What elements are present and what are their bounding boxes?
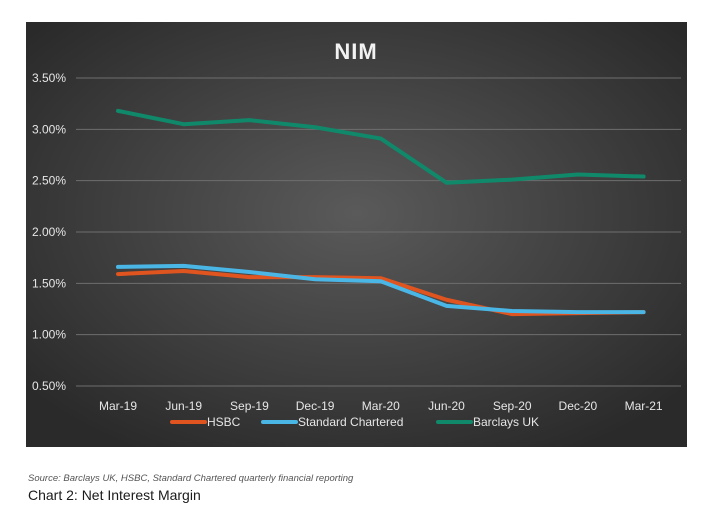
- source-note: Source: Barclays UK, HSBC, Standard Char…: [28, 473, 354, 484]
- y-axis-ticks: 0.50% 1.00% 1.50% 2.00% 2.50% 3.00% 3.50%: [32, 71, 66, 393]
- x-tick-label: Mar-20: [362, 399, 400, 413]
- y-tick-label: 0.50%: [32, 379, 66, 393]
- chart-title: NIM: [334, 39, 377, 64]
- nim-line-chart: NIM 0.50%1.00%1.50%2.00%2.50%3.00%3.50% …: [26, 22, 687, 447]
- chart-background: [26, 22, 687, 447]
- legend-label-barclays-uk: Barclays UK: [473, 415, 539, 429]
- x-axis-ticks: Mar-19 Jun-19 Sep-19 Dec-19 Mar-20 Jun-20 Sep-…: [99, 399, 663, 413]
- y-tick-label: 2.50%: [32, 174, 66, 188]
- x-tick-label: Jun-20: [428, 399, 465, 413]
- x-tick-label: Dec-19: [296, 399, 335, 413]
- x-tick-label: Sep-19: [230, 399, 269, 413]
- y-tick-label: 1.00%: [32, 328, 66, 342]
- series-line-barclays-uk: [116, 108, 646, 185]
- x-tick-label: Dec-20: [559, 399, 598, 413]
- series-line-standard-chartered: [116, 263, 646, 315]
- chart-caption: Chart 2: Net Interest Margin: [28, 487, 201, 503]
- gridlines: [76, 77, 681, 387]
- x-tick-label: Jun-19: [165, 399, 202, 413]
- x-tick-label: Mar-21: [625, 399, 663, 413]
- x-tick-label: Sep-20: [493, 399, 532, 413]
- series-lines: [116, 108, 646, 317]
- legend-label-hsbc: HSBC: [207, 415, 241, 429]
- x-tick-label: Mar-19: [99, 399, 137, 413]
- y-tick-label: 3.50%: [32, 71, 66, 85]
- legend: HSBC Standard Chartered Barclays UK: [170, 415, 539, 429]
- y-tick-label: 2.00%: [32, 225, 66, 239]
- chart-panel: NIM 0.50% 1.00% 1.50% 2.00% 2.50% 3.00% 3.50% …: [26, 22, 687, 447]
- y-tick-label: 1.50%: [32, 276, 66, 290]
- y-tick-label: 3.00%: [32, 122, 66, 136]
- legend-label-standard-chartered: Standard Chartered: [298, 415, 403, 429]
